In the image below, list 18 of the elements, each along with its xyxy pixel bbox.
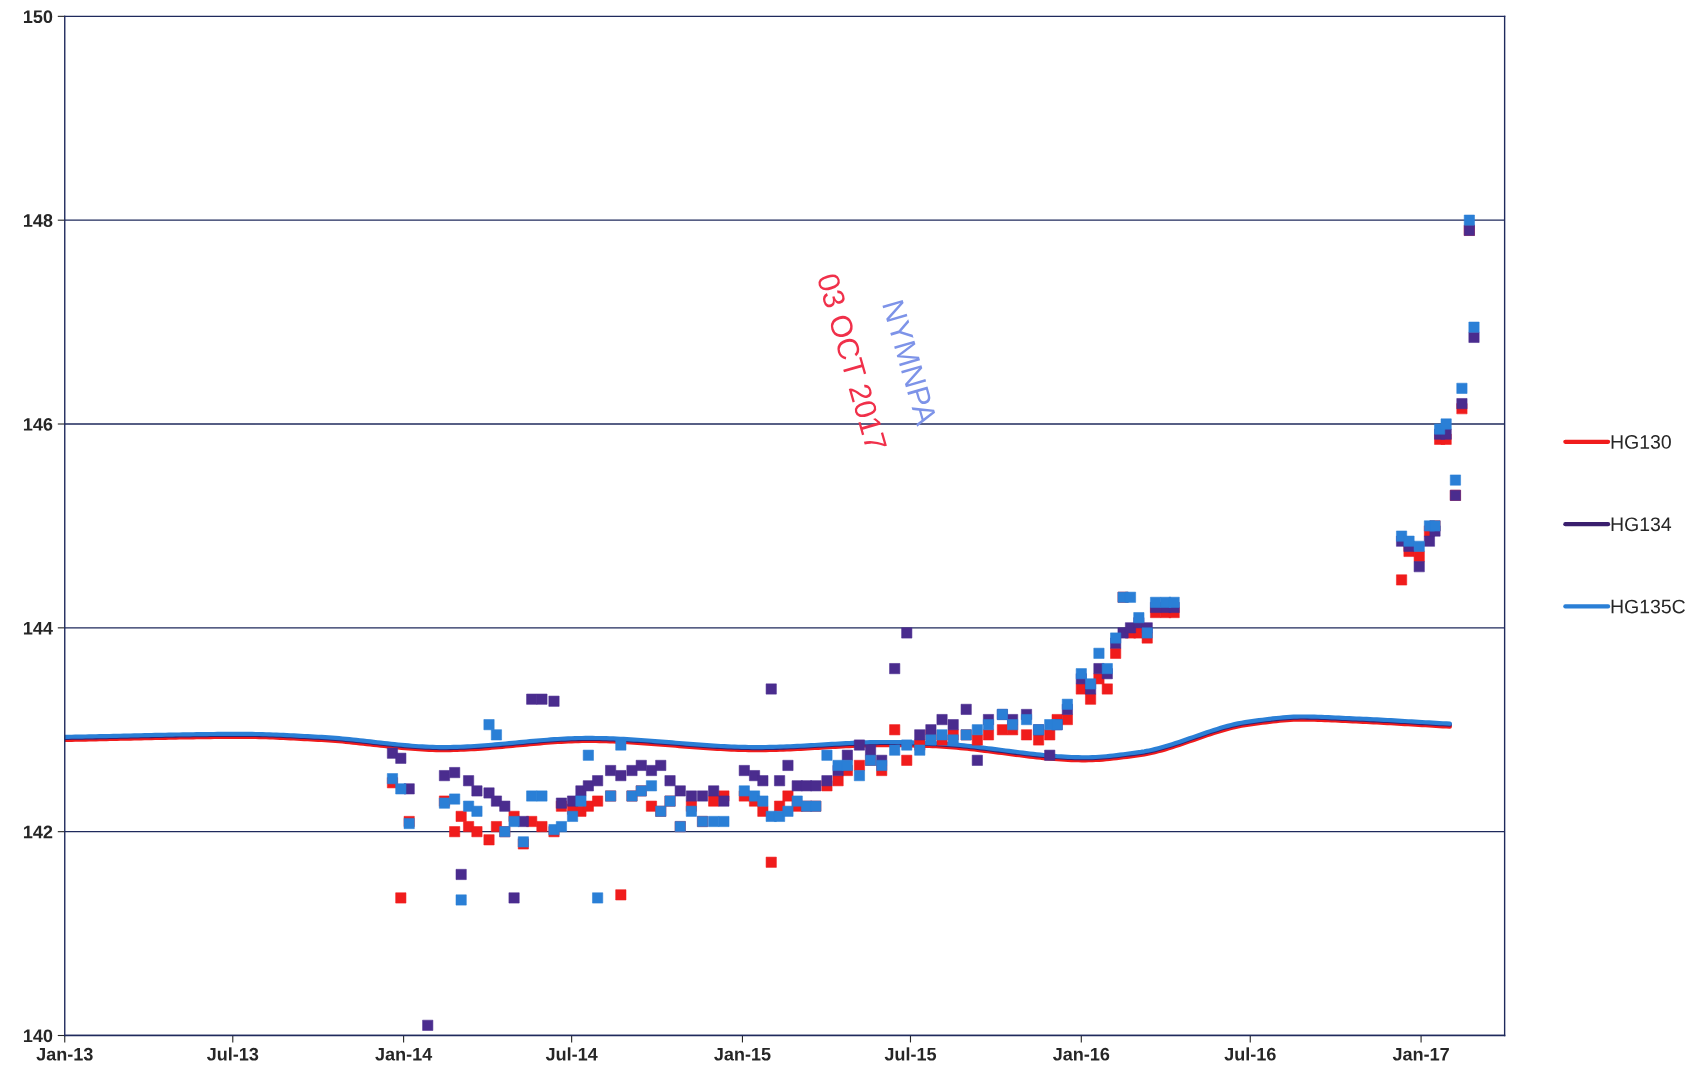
y-tick-label: 140	[23, 1029, 53, 1043]
legend-label: HG134	[1611, 517, 1672, 532]
y-tick-label: 150	[23, 10, 53, 24]
x-tick-label: Jan-13	[36, 1047, 93, 1061]
legend-label: HG135C	[1611, 599, 1685, 614]
y-tick-label: 146	[23, 417, 53, 431]
x-tick-label: Jul-16	[1224, 1047, 1276, 1061]
x-tick-label: Jul-14	[545, 1047, 598, 1061]
x-tick-label: Jan-15	[714, 1047, 771, 1061]
legend-label: HG130	[1611, 435, 1671, 449]
y-tick-label: 142	[23, 825, 53, 839]
x-tick-label: Jul-15	[884, 1047, 937, 1061]
y-tick-label: 144	[23, 621, 53, 635]
x-tick-label: Jan-17	[1392, 1047, 1449, 1061]
x-tick-label: Jul-13	[206, 1047, 259, 1061]
y-tick-label: 148	[23, 214, 53, 227]
x-tick-label: Jan-14	[375, 1047, 433, 1061]
x-tick-label: Jan-16	[1052, 1047, 1110, 1061]
